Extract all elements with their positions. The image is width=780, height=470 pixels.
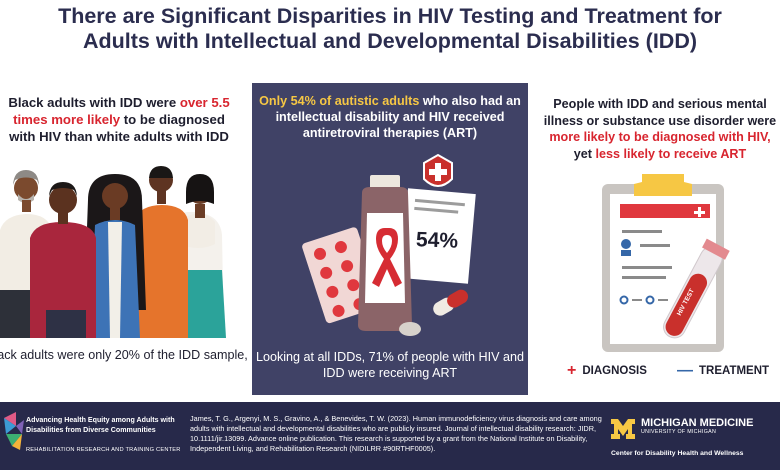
bottle-cap bbox=[370, 175, 400, 189]
clipboard-clip bbox=[634, 174, 692, 196]
footer: Advancing Health Equity among Adults wit… bbox=[0, 402, 780, 470]
middle-panel-footnote: Looking at all IDDs, 71% of people with … bbox=[255, 350, 525, 380]
legend-diagnosis-label: DIAGNOSIS bbox=[582, 365, 647, 377]
citation-text: James, T. G., Argenyi, M. S., Gravino, A… bbox=[190, 414, 602, 453]
center-name: Center for Disability Health and Wellnes… bbox=[611, 450, 744, 457]
middle-heading-highlight: Only 54% of autistic adults bbox=[259, 94, 420, 108]
left-heading-part-1: Black adults with IDD were bbox=[8, 95, 180, 110]
legend-diagnosis: + DIAGNOSIS bbox=[567, 362, 647, 379]
minus-icon: — bbox=[677, 362, 693, 379]
organization-logo-icon bbox=[4, 412, 24, 450]
capsule-pill bbox=[433, 289, 469, 316]
title-line-2: Adults with Intellectual and Development… bbox=[82, 29, 698, 53]
page-title: There are Significant Disparities in HIV… bbox=[0, 4, 780, 54]
legend-treatment: — TREATMENT bbox=[677, 362, 770, 379]
middle-heading-rest: who also had an intellectual disability … bbox=[275, 94, 521, 140]
plus-icon: + bbox=[567, 362, 577, 379]
right-heading-highlight-1: more likely to be diagnosed with HIV, bbox=[549, 130, 771, 144]
person-back-orange bbox=[135, 166, 188, 338]
test-tube: HIV TEST bbox=[663, 238, 730, 339]
person-middle-woman bbox=[84, 174, 146, 338]
organization-center: REHABILITATION RESEARCH AND TRAINING CEN… bbox=[26, 447, 181, 453]
michigan-medicine-name: MICHIGAN MEDICINE bbox=[641, 417, 754, 429]
right-heading-part-1: People with IDD and serious mental illne… bbox=[543, 97, 777, 128]
organization-name: Advancing Health Equity among Adults wit… bbox=[26, 416, 175, 434]
left-panel-heading: Black adults with IDD were over 5.5 time… bbox=[0, 94, 238, 145]
middle-panel-heading: Only 54% of autistic adults who also had… bbox=[252, 93, 528, 141]
left-heading-part-3: to be diagnosed with HIV than white adul… bbox=[9, 112, 229, 144]
patient-avatar-icon bbox=[621, 239, 631, 249]
left-panel-footnote: Black adults were only 20% of the IDD sa… bbox=[0, 348, 517, 362]
left-heading-highlight: over 5.5 times more likely bbox=[13, 95, 230, 127]
legend-treatment-label: TREATMENT bbox=[699, 365, 770, 377]
percent-54-label: 54% bbox=[415, 228, 459, 253]
right-heading-highlight-2: less likely to receive ART bbox=[595, 146, 747, 161]
middle-panel: Only 54% of autistic adults who also had… bbox=[252, 83, 528, 395]
person-maroon bbox=[30, 182, 96, 338]
people-group-illustration bbox=[0, 166, 226, 338]
clipboard-illustration: HIV TEST bbox=[602, 174, 730, 352]
block-m-logo-icon bbox=[611, 419, 635, 439]
medication-illustration bbox=[302, 153, 476, 336]
title-line-1: There are Significant Disparities in HIV… bbox=[58, 4, 722, 28]
right-panel-heading: People with IDD and serious mental illne… bbox=[540, 96, 780, 162]
university-name: UNIVERSITY OF MICHIGAN bbox=[641, 429, 717, 435]
right-heading-part-3: yet bbox=[573, 146, 596, 161]
awareness-ribbon-icon bbox=[372, 228, 402, 287]
